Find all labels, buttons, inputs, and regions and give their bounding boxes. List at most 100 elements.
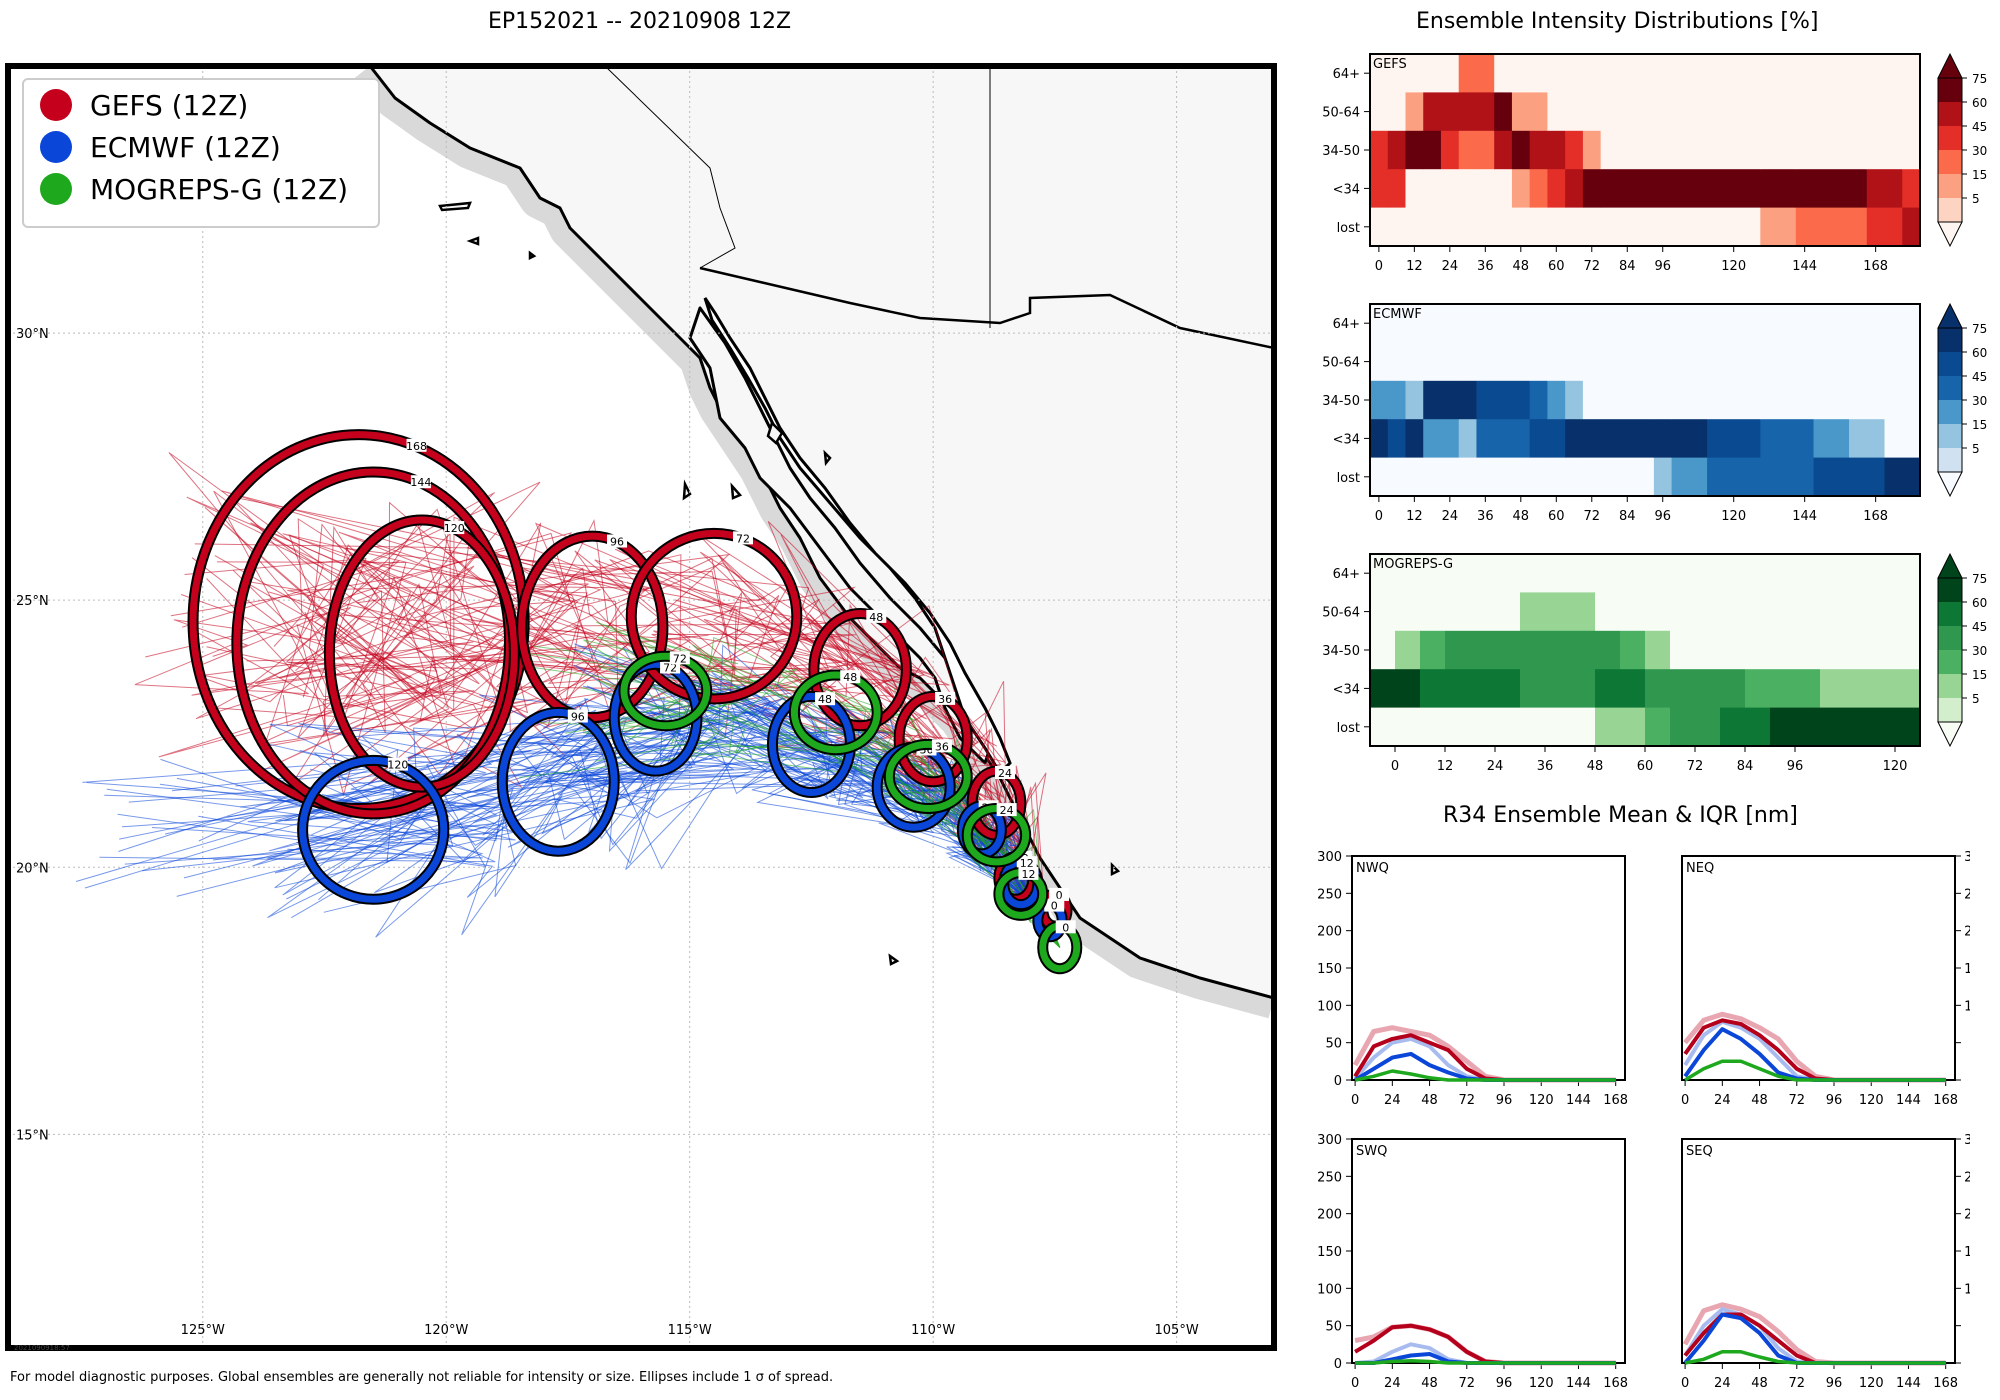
r34-x-label: 48 [1421,1376,1438,1391]
heat-cell [1440,54,1460,93]
colorbar-top-arrow [1937,552,1963,579]
heat-cell [1387,54,1406,93]
heat-cell [1547,457,1566,497]
colorbar-segment [1938,328,1962,352]
heat-cell [1476,457,1531,497]
colorbar-tick-label: 60 [1972,346,1987,360]
heat-cell [1670,554,1721,593]
heat-cell [1565,207,1584,247]
heat-x-label: 168 [1863,259,1888,274]
heat-model-label: GEFS [1373,57,1407,72]
heat-cell [1565,130,1584,170]
colorbar-tick-label: 75 [1972,322,1987,336]
heat-x-label: 120 [1721,509,1746,524]
heat-cell [1387,419,1406,459]
heat-cell [1770,707,1821,747]
r34-y-label: 100 [1964,999,1970,1014]
heat-cell [1707,380,1761,420]
r34-x-label: 120 [1529,1376,1554,1391]
forecast-ellipse [810,610,910,730]
r34-y-label: 150 [1964,1245,1970,1260]
ellipse-hour-label: 24 [1000,804,1014,817]
heat-cell [1671,419,1708,459]
r34-y-label: 150 [1317,1245,1342,1260]
heat-x-label: 12 [1406,509,1423,524]
forecast-ellipse [963,804,1030,866]
heat-x-label: 60 [1548,509,1565,524]
heat-cell [1582,419,1655,459]
heat-cell [1423,207,1442,247]
legend-label-ecmwf: ECMWF (12Z) [90,130,281,164]
heat-cell [1565,380,1584,420]
r34-panel-nwq: NWQ 300 250 200 150 100 50 00 24 48 72 96 120 144 168 [1317,850,1628,1108]
heat-cell [1387,304,1406,343]
heat-cell [1370,130,1389,170]
heat-category-label: <34 [1333,182,1360,197]
heat-cell [1813,419,1850,459]
ellipse-label-bg [444,521,465,535]
heat-cell [1370,207,1389,247]
heat-x-label: 144 [1792,509,1817,524]
heat-x-label: 48 [1513,509,1530,524]
heat-cell [1707,304,1761,343]
timestamp-stamp: 2021090918:57 [14,1344,70,1352]
r34-x-label: 24 [1714,1376,1731,1391]
intensity-heatmap-ecmwf: ECMWF 64+ 50-64 34-50 <34 lost 0 12 24 36 48 60 72 84… [1322,302,1987,524]
r34-quadrant-label: NWQ [1356,861,1389,876]
colorbar-tick-label: 30 [1972,144,1987,158]
heat-cell [1645,592,1671,632]
heat-x-label: 48 [1513,259,1530,274]
heat-cell [1620,630,1646,670]
heat-cell [1582,380,1655,420]
heat-cell [1760,419,1815,459]
r34-quadrant-label: NEQ [1686,861,1714,876]
map-legend: GEFS (12Z) ECMWF (12Z) MOGREPS-G (12Z) [22,78,380,228]
r34-x-label: 72 [1789,1376,1806,1391]
heat-cell [1370,457,1389,497]
heat-cell [1395,630,1421,670]
heat-x-label: 36 [1537,759,1554,774]
heat-cell [1494,54,1513,93]
heat-model-label: ECMWF [1373,307,1422,322]
heat-cell [1620,669,1646,709]
forecast-ellipse [895,692,971,786]
r34-y-label: 200 [1317,1208,1342,1223]
heat-cell [1405,54,1424,93]
heat-cell [1849,380,1886,420]
ellipse-hour-label: 96 [610,536,624,549]
heat-cell [1420,592,1446,632]
heat-x-label: 120 [1883,759,1908,774]
heat-x-label: 144 [1792,259,1817,274]
r34-y-label: 150 [1964,962,1970,977]
ellipse-hour-label: 120 [444,522,465,535]
heat-x-label: 48 [1587,759,1604,774]
heat-cell [1902,169,1921,209]
heat-cell [1440,130,1460,170]
heat-cell [1547,342,1566,382]
colorbar-bottom-arrow [1937,471,1963,498]
heat-cell [1795,207,1868,247]
r34-x-label: 48 [1421,1093,1438,1108]
heat-cell [1565,304,1584,343]
heat-cell [1760,304,1815,343]
intensity-title: Ensemble Intensity Distributions [%] [1416,9,1819,34]
heat-cell [1707,342,1761,382]
heat-cell [1653,419,1673,459]
r34-x-label: 24 [1384,1093,1401,1108]
lat-label: 25°N [16,594,49,609]
heat-cell [1458,207,1477,247]
r34-y-label: 250 [1964,1170,1970,1185]
heat-cell [1395,669,1421,709]
ellipse-hour-label: 72 [736,532,750,545]
heat-cell [1370,554,1396,593]
forecast-ellipse [299,756,448,903]
heat-cell [1707,457,1761,497]
lat-label: 15°N [16,1128,49,1143]
r34-x-label: 120 [1859,1093,1884,1108]
heat-cell [1653,457,1673,497]
heat-cell [1670,707,1721,747]
lon-label: 115°W [668,1323,712,1338]
heat-x-label: 72 [1687,759,1704,774]
heat-cell [1813,380,1850,420]
r34-panel-seq: SEQ300250200150100500024487296120144168 [1681,1133,1970,1391]
